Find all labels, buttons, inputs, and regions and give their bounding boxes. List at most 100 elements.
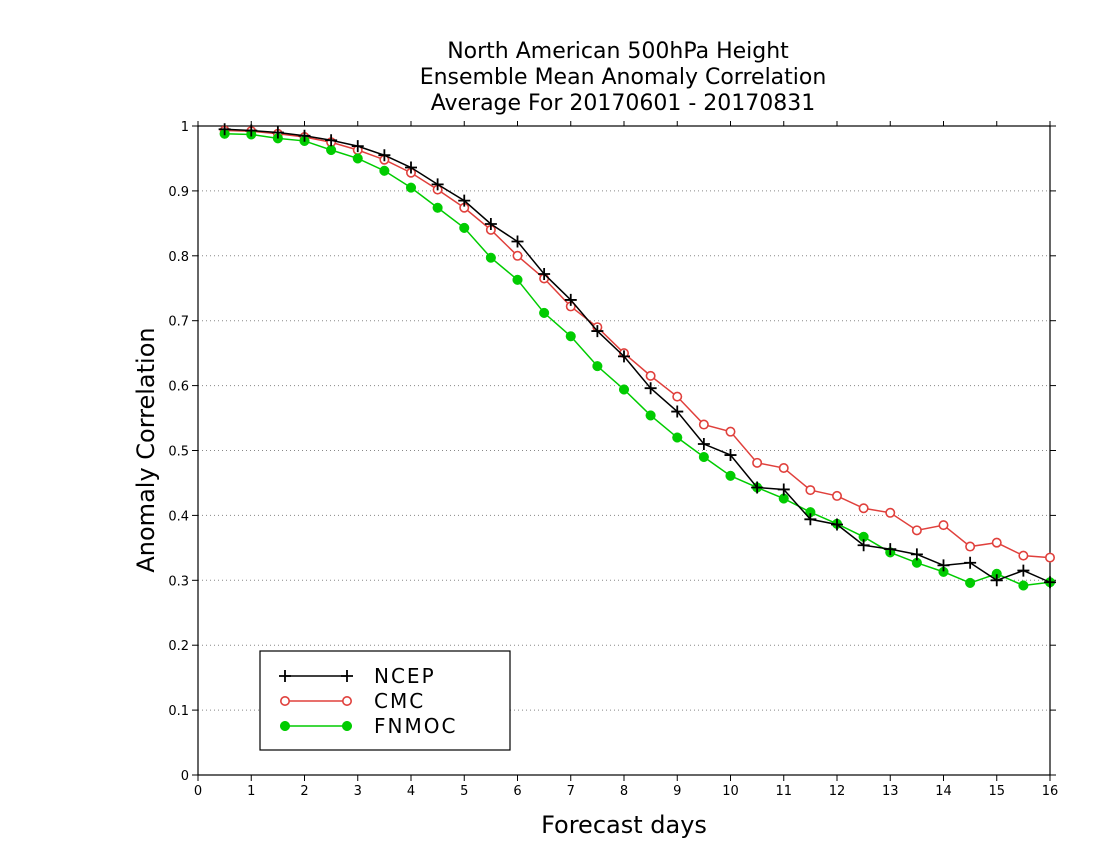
data-point-fnmoc bbox=[592, 361, 603, 372]
legend-marker-ncep bbox=[279, 670, 291, 682]
x-tick-label: 10 bbox=[722, 784, 739, 799]
data-point-cmc bbox=[885, 507, 896, 518]
series-fnmoc bbox=[219, 128, 1056, 591]
data-point-fnmoc bbox=[405, 182, 417, 193]
x-tick-label: 0 bbox=[194, 784, 202, 799]
data-point-cmc bbox=[1045, 552, 1056, 563]
legend-marker-cmc bbox=[341, 695, 352, 706]
series-line-fnmoc bbox=[224, 133, 1051, 587]
data-point-cmc bbox=[831, 490, 842, 501]
y-axis-label: Anomaly Correlation bbox=[132, 327, 160, 572]
legend-label-cmc: CMC bbox=[374, 689, 425, 713]
legend-marker-fnmoc bbox=[341, 720, 353, 732]
data-point-cmc bbox=[965, 541, 976, 552]
x-tick-label: 8 bbox=[620, 784, 628, 799]
legend-label-fnmoc: FNMOC bbox=[374, 714, 457, 738]
data-point-cmc bbox=[725, 426, 736, 437]
gridlines bbox=[198, 190, 1050, 711]
y-tick-label: 0.9 bbox=[168, 185, 189, 200]
y-tick-label: 0.4 bbox=[168, 509, 189, 524]
series-line-cmc bbox=[224, 129, 1051, 559]
legend-marker-ncep bbox=[341, 670, 353, 682]
y-tick-label: 1 bbox=[181, 120, 189, 135]
data-point-cmc bbox=[911, 525, 922, 536]
y-tick-label: 0.2 bbox=[168, 639, 189, 654]
legend-label-ncep: NCEP bbox=[374, 664, 436, 688]
data-point-fnmoc bbox=[326, 144, 337, 156]
data-point-ncep bbox=[990, 574, 1003, 587]
chart-title-line-3: Average For 20170601 - 20170831 bbox=[431, 91, 816, 116]
data-point-cmc bbox=[752, 457, 763, 468]
legend-item-cmc: CMC bbox=[279, 689, 425, 713]
data-point-fnmoc bbox=[352, 153, 363, 164]
data-point-ncep bbox=[511, 235, 524, 248]
x-tick-label: 16 bbox=[1042, 784, 1059, 799]
x-tick-label: 14 bbox=[935, 784, 952, 799]
data-point-ncep bbox=[431, 178, 444, 191]
data-point-fnmoc bbox=[672, 432, 683, 443]
x-tick-label: 15 bbox=[988, 784, 1005, 799]
legend-item-fnmoc: FNMOC bbox=[279, 714, 457, 738]
data-point-ncep bbox=[484, 217, 497, 230]
data-point-cmc bbox=[805, 485, 816, 496]
data-point-fnmoc bbox=[512, 274, 523, 285]
data-point-ncep bbox=[697, 438, 710, 451]
y-axis: 0 0.1 0.2 0.3 0.4 0.5 0.6 0.7 0.8 0.9 1 bbox=[168, 120, 1056, 784]
data-point-ncep bbox=[298, 129, 311, 142]
data-point-ncep bbox=[884, 543, 897, 556]
series-line-ncep bbox=[224, 128, 1051, 583]
series-layer bbox=[218, 123, 1056, 591]
data-point-cmc bbox=[778, 463, 789, 474]
legend-marker-fnmoc bbox=[279, 720, 291, 732]
data-point-ncep bbox=[777, 483, 790, 496]
data-point-ncep bbox=[458, 194, 471, 207]
data-point-ncep bbox=[751, 481, 764, 494]
data-point-ncep bbox=[218, 123, 231, 136]
legend-item-ncep: NCEP bbox=[279, 664, 436, 688]
data-point-cmc bbox=[1018, 550, 1029, 561]
data-point-ncep bbox=[1017, 564, 1030, 577]
data-point-cmc bbox=[672, 391, 683, 402]
y-tick-label: 0.8 bbox=[168, 250, 189, 265]
data-point-cmc bbox=[698, 419, 709, 430]
data-point-ncep bbox=[591, 325, 604, 338]
data-point-cmc bbox=[938, 520, 949, 531]
x-axis: 0 1 2 3 4 5 6 7 8 9 10 11 12 13 14 15 16 bbox=[194, 121, 1058, 799]
x-tick-label: 11 bbox=[775, 784, 792, 799]
data-point-ncep bbox=[644, 382, 657, 395]
x-tick-label: 5 bbox=[460, 784, 468, 799]
data-point-cmc bbox=[858, 503, 869, 514]
data-point-ncep bbox=[245, 124, 258, 137]
data-point-fnmoc bbox=[618, 384, 630, 395]
series-ncep bbox=[218, 123, 1056, 589]
chart-title: North American 500hPa Height Ensemble Me… bbox=[420, 39, 827, 116]
data-point-fnmoc bbox=[965, 577, 976, 588]
chart-title-line-2: Ensemble Mean Anomaly Correlation bbox=[420, 65, 827, 90]
y-tick-label: 0.5 bbox=[168, 445, 189, 460]
data-point-ncep bbox=[271, 126, 284, 139]
series-cmc bbox=[219, 125, 1056, 563]
y-tick-label: 0.7 bbox=[168, 315, 189, 330]
legend-marker-cmc bbox=[279, 695, 290, 706]
data-point-ncep bbox=[325, 134, 338, 147]
x-tick-label: 1 bbox=[247, 784, 255, 799]
y-tick-label: 0.6 bbox=[168, 380, 189, 395]
data-point-fnmoc bbox=[698, 451, 709, 463]
data-point-fnmoc bbox=[432, 202, 443, 213]
x-tick-label: 3 bbox=[354, 784, 362, 799]
data-point-ncep bbox=[405, 161, 417, 174]
data-point-ncep bbox=[618, 350, 630, 363]
data-point-fnmoc bbox=[725, 470, 736, 481]
data-point-ncep bbox=[937, 559, 950, 572]
data-point-ncep bbox=[804, 513, 817, 526]
data-point-cmc bbox=[645, 370, 656, 381]
data-point-ncep bbox=[964, 556, 977, 569]
x-tick-label: 4 bbox=[407, 784, 415, 799]
data-point-ncep bbox=[1044, 576, 1056, 589]
x-tick-label: 12 bbox=[829, 784, 846, 799]
x-tick-label: 6 bbox=[513, 784, 521, 799]
data-point-cmc bbox=[991, 537, 1002, 548]
data-point-ncep bbox=[538, 267, 551, 280]
